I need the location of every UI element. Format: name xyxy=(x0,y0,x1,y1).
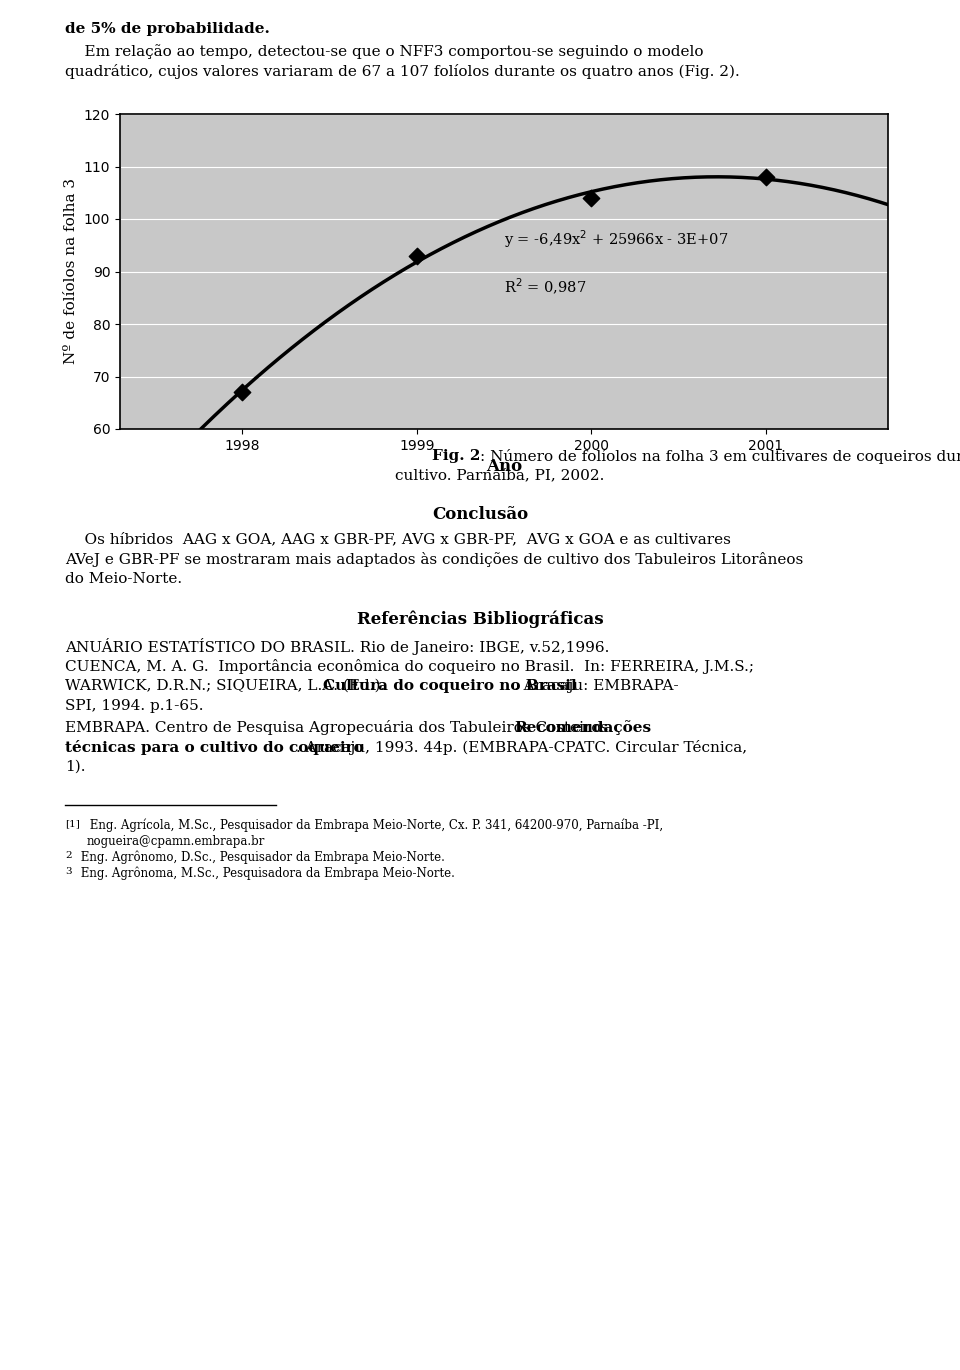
Point xyxy=(409,245,424,267)
Text: EMBRAPA. Centro de Pesquisa Agropecuária dos Tabuleiros Costeiros.: EMBRAPA. Centro de Pesquisa Agropecuária… xyxy=(65,721,623,734)
Text: quadrático, cujos valores variaram de 67 a 107 folíolos durante os quatro anos (: quadrático, cujos valores variaram de 67… xyxy=(65,64,740,79)
Text: Conclusão: Conclusão xyxy=(432,506,528,523)
Text: de 5% de probabilidade.: de 5% de probabilidade. xyxy=(65,22,270,36)
Text: [1]: [1] xyxy=(65,819,80,827)
Text: R$^{2}$ = 0,987: R$^{2}$ = 0,987 xyxy=(504,277,587,297)
Text: Eng. Agrônomo, D.Sc., Pesquisador da Embrapa Meio-Norte.: Eng. Agrônomo, D.Sc., Pesquisador da Emb… xyxy=(77,851,444,864)
Y-axis label: Nº de folíolos na folha 3: Nº de folíolos na folha 3 xyxy=(64,178,78,364)
Text: WARWICK, D.R.N.; SIQUEIRA, L.A. (Ed.).: WARWICK, D.R.N.; SIQUEIRA, L.A. (Ed.). xyxy=(65,680,391,693)
Text: do Meio-Norte.: do Meio-Norte. xyxy=(65,573,182,586)
Text: AVeJ e GBR-PF se mostraram mais adaptados às condições de cultivo dos Tabuleiros: AVeJ e GBR-PF se mostraram mais adaptado… xyxy=(65,552,804,567)
Text: Referências Bibliográficas: Referências Bibliográficas xyxy=(357,610,603,627)
Point xyxy=(234,381,250,403)
Text: Eng. Agrícola, M.Sc., Pesquisador da Embrapa Meio-Norte, Cx. P. 341, 64200-970, : Eng. Agrícola, M.Sc., Pesquisador da Emb… xyxy=(86,819,663,833)
Text: Recomendações: Recomendações xyxy=(515,721,651,734)
Text: : Número de folíolos na folha 3 em cultivares de coqueiros durante quatro anos d: : Número de folíolos na folha 3 em culti… xyxy=(480,449,960,464)
Point xyxy=(584,188,599,210)
Text: técnicas para o cultivo do coqueiro: técnicas para o cultivo do coqueiro xyxy=(65,740,364,755)
Text: . Aracaju, 1993. 44p. (EMBRAPA-CPATC. Circular Técnica,: . Aracaju, 1993. 44p. (EMBRAPA-CPATC. Ci… xyxy=(297,740,748,755)
Text: ANUÁRIO ESTATÍSTICO DO BRASIL. Rio de Janeiro: IBGE, v.52,1996.: ANUÁRIO ESTATÍSTICO DO BRASIL. Rio de Ja… xyxy=(65,638,610,655)
Text: Fig. 2: Fig. 2 xyxy=(432,449,480,463)
Text: . Aracaju: EMBRAPA-: . Aracaju: EMBRAPA- xyxy=(514,680,679,693)
Text: Os híbridos  AAG x GOA, AAG x GBR-PF, AVG x GBR-PF,  AVG x GOA e as cultivares: Os híbridos AAG x GOA, AAG x GBR-PF, AVG… xyxy=(65,532,732,547)
Text: cultivo. Parnaíba, PI, 2002.: cultivo. Parnaíba, PI, 2002. xyxy=(356,469,604,482)
Text: SPI, 1994. p.1-65.: SPI, 1994. p.1-65. xyxy=(65,699,204,712)
X-axis label: Ano: Ano xyxy=(486,459,522,475)
Text: 2: 2 xyxy=(65,851,72,860)
Point xyxy=(758,166,774,188)
Text: Em relação ao tempo, detectou-se que o NFF3 comportou-se seguindo o modelo: Em relação ao tempo, detectou-se que o N… xyxy=(65,44,704,59)
Text: 1).: 1). xyxy=(65,760,85,774)
Text: nogueira@cpamn.embrapa.br: nogueira@cpamn.embrapa.br xyxy=(86,834,265,848)
Text: Cultura do coqueiro no Brasil: Cultura do coqueiro no Brasil xyxy=(323,680,576,693)
Text: Eng. Agrônoma, M.Sc., Pesquisadora da Embrapa Meio-Norte.: Eng. Agrônoma, M.Sc., Pesquisadora da Em… xyxy=(77,867,455,881)
Text: 3: 3 xyxy=(65,867,72,875)
Text: CUENCA, M. A. G.  Importância econômica do coqueiro no Brasil.  In: FERREIRA, J.: CUENCA, M. A. G. Importância econômica d… xyxy=(65,659,755,674)
Text: y = -6,49x$^{2}$ + 25966x - 3E+07: y = -6,49x$^{2}$ + 25966x - 3E+07 xyxy=(504,229,729,251)
